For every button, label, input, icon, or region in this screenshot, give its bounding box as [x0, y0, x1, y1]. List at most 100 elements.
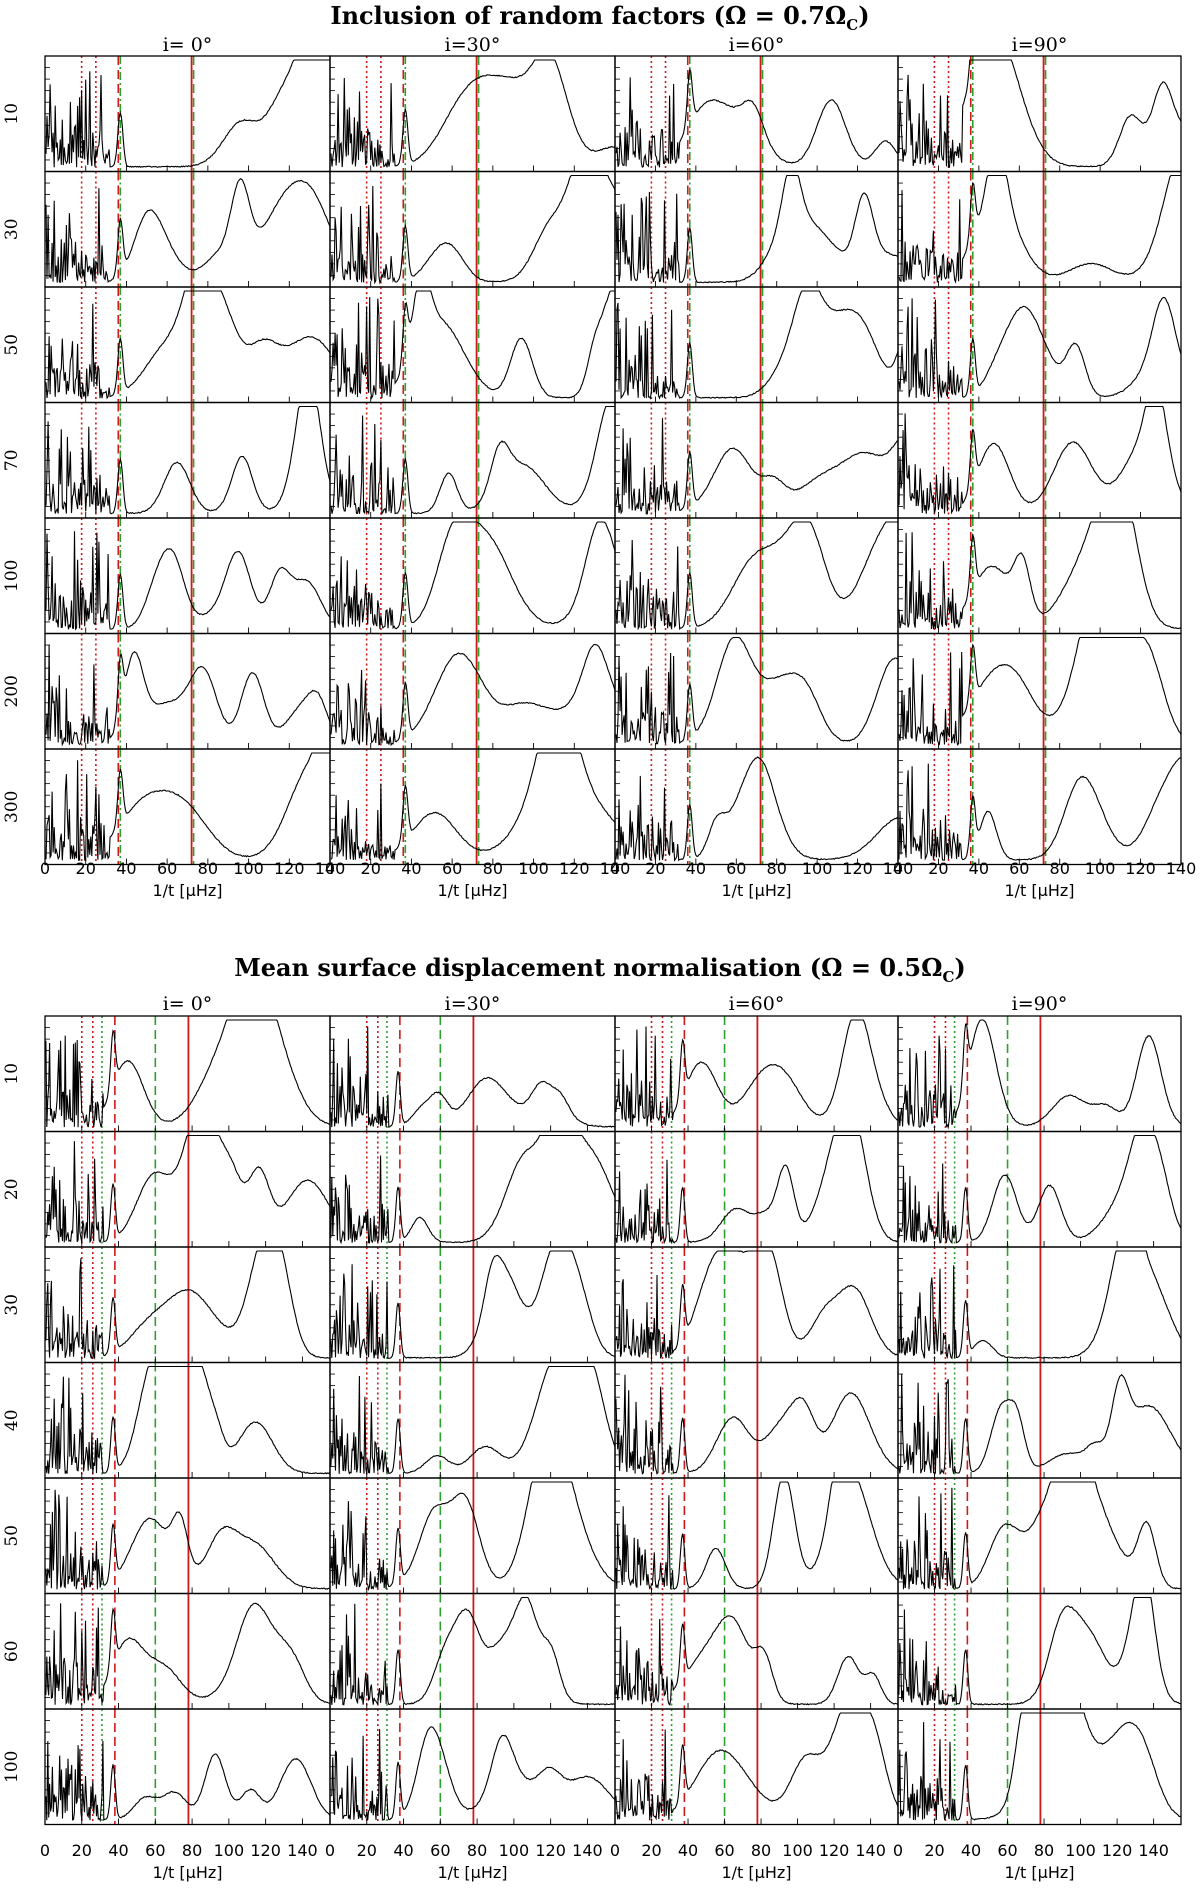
- subplot: [897, 401, 1182, 519]
- x-tick-label: 20: [361, 859, 381, 878]
- chart-panel-block-2: Mean surface displacement normalisation …: [2, 953, 1182, 1882]
- series-line: [45, 290, 330, 400]
- x-tick-label: 60: [726, 859, 746, 878]
- series-line: [330, 752, 615, 861]
- series-line: [45, 405, 330, 515]
- series-line: [45, 644, 330, 747]
- subplot: [614, 632, 899, 750]
- chart-title-close: ): [858, 1, 869, 30]
- series-line: [615, 1615, 898, 1707]
- x-tick-label: 40: [393, 1841, 413, 1860]
- x-tick-label: 140: [855, 1841, 886, 1860]
- series-line: [330, 1726, 615, 1821]
- subplot: [44, 286, 331, 404]
- x-tick-label: 0: [325, 1841, 335, 1860]
- subplot: [329, 1708, 616, 1826]
- subplot-frame: [329, 1477, 616, 1595]
- x-tick-label: 80: [182, 1841, 202, 1860]
- x-tick-label: 140: [1138, 1841, 1169, 1860]
- series-line: [898, 296, 1181, 399]
- series-line: [45, 752, 330, 861]
- series-line: [898, 521, 1181, 630]
- series-line: [330, 1134, 615, 1245]
- x-tick-label: 140: [1166, 859, 1197, 878]
- x-tick-label: 120: [559, 859, 590, 878]
- row-label: 300: [2, 791, 22, 823]
- series-line: [898, 1481, 1181, 1590]
- subplot: [329, 170, 616, 288]
- x-tick-label: 0: [893, 859, 903, 878]
- subplot: [44, 55, 331, 173]
- subplot: [897, 1708, 1182, 1826]
- x-tick-label: 0: [40, 859, 50, 878]
- column-label: i=60°: [729, 993, 785, 1015]
- x-tick-label: 0: [610, 859, 620, 878]
- subplot-frame: [329, 286, 616, 404]
- series-line: [615, 756, 898, 862]
- subplot: [614, 1477, 899, 1595]
- x-tick-label: 120: [842, 859, 873, 878]
- x-axis-label: 1/t [μHz]: [152, 1863, 222, 1882]
- subplot: [614, 55, 899, 173]
- x-tick-label: 60: [997, 1841, 1017, 1860]
- subplot-frame: [897, 1592, 1182, 1710]
- x-tick-label: 80: [467, 1841, 487, 1860]
- subplot-frame: [44, 401, 331, 519]
- subplot: [44, 1361, 331, 1479]
- series-line: [330, 1026, 615, 1128]
- x-tick-label: 0: [893, 1841, 903, 1860]
- x-tick-label: 40: [969, 859, 989, 878]
- series-line: [615, 636, 898, 745]
- subplot-frame: [44, 517, 331, 635]
- series-line: [330, 59, 615, 168]
- subplot: [897, 170, 1182, 288]
- x-tick-label: 120: [274, 859, 305, 878]
- subplot: [614, 401, 899, 519]
- x-tick-label: 120: [819, 1841, 850, 1860]
- subplot: [614, 1361, 899, 1479]
- subplot: [329, 517, 616, 635]
- row-label: 20: [2, 1178, 22, 1200]
- series-line: [330, 1596, 615, 1706]
- subplot-frame: [614, 55, 899, 173]
- subplot-frame: [614, 517, 899, 635]
- subplot-frame: [897, 517, 1182, 635]
- series-line: [45, 59, 330, 168]
- x-axis-label: 1/t [μHz]: [1004, 1863, 1074, 1882]
- subplot: [44, 517, 331, 635]
- subplot-frame: [329, 1130, 616, 1248]
- subplot: [329, 55, 616, 173]
- x-tick-label: 60: [714, 1841, 734, 1860]
- subplot: [897, 632, 1182, 750]
- series-line: [330, 643, 615, 747]
- x-tick-label: 140: [572, 1841, 603, 1860]
- chart-title: Inclusion of random factors (Ω = 0.7ΩC): [330, 1, 869, 34]
- subplot: [897, 55, 1182, 173]
- chart-title-subscript: C: [846, 16, 858, 34]
- x-tick-label: 80: [198, 859, 218, 878]
- series-line: [898, 756, 1181, 861]
- subplot: [614, 1246, 899, 1364]
- subplot-frame: [614, 1361, 899, 1479]
- x-tick-label: 100: [499, 1841, 530, 1860]
- subplot: [329, 1361, 616, 1479]
- x-tick-label: 100: [782, 1841, 813, 1860]
- series-line: [330, 1250, 615, 1360]
- x-axis-label: 1/t [μHz]: [721, 1863, 791, 1882]
- chart-title-main: Mean surface displacement normalisation …: [234, 953, 942, 982]
- series-line: [615, 1712, 898, 1821]
- subplot: [329, 748, 616, 866]
- x-tick-label: 100: [1085, 859, 1116, 878]
- row-label: 30: [2, 218, 22, 240]
- series-line: [898, 174, 1181, 284]
- x-tick-label: 20: [645, 859, 665, 878]
- x-tick-label: 60: [1009, 859, 1029, 878]
- subplot-frame: [614, 401, 899, 519]
- subplot: [44, 1592, 331, 1710]
- x-tick-label: 120: [535, 1841, 566, 1860]
- subplot: [329, 1246, 616, 1364]
- chart-title: Mean surface displacement normalisation …: [234, 953, 966, 986]
- series-line: [898, 1712, 1181, 1821]
- chart-title-subscript: C: [942, 968, 954, 986]
